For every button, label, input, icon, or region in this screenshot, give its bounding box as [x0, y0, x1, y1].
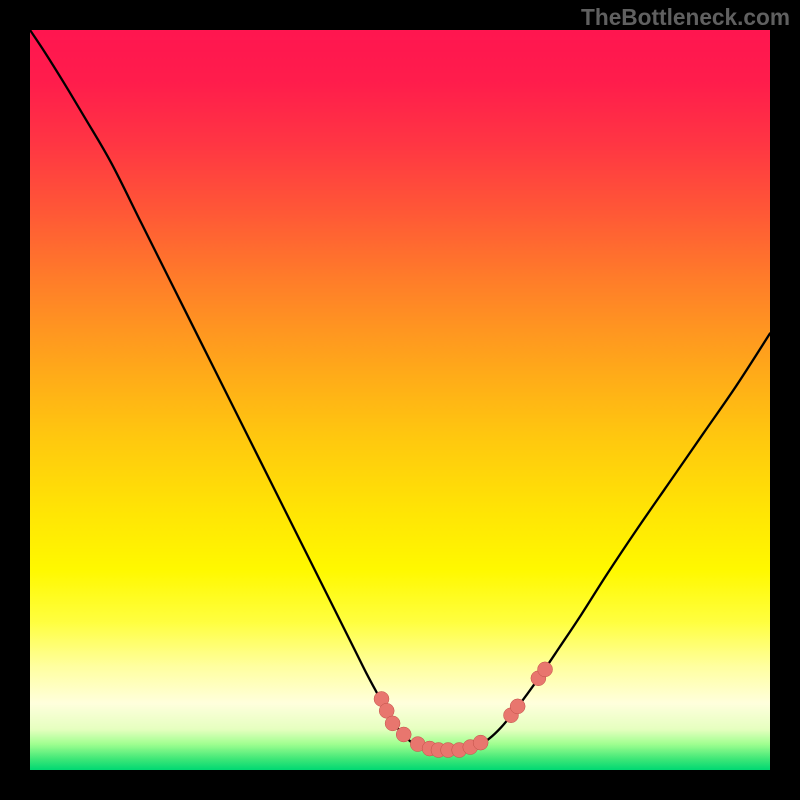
curve-marker: [473, 735, 488, 750]
curve-markers: [374, 662, 553, 758]
bottleneck-curve: [30, 30, 770, 752]
watermark-text: TheBottleneck.com: [581, 4, 790, 31]
curve-layer: [30, 30, 770, 770]
curve-marker: [538, 662, 553, 677]
plot-frame: [30, 30, 770, 770]
curve-marker: [396, 727, 411, 742]
curve-marker: [510, 699, 525, 714]
curve-marker: [385, 716, 400, 731]
